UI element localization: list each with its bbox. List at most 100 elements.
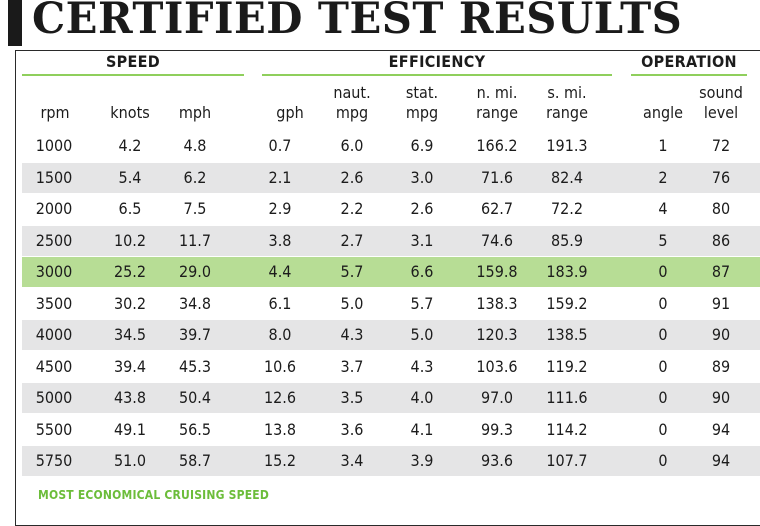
cell-nmi-range: 74.6: [480, 231, 514, 250]
cell-rpm: 4500: [35, 357, 73, 376]
cell-sound-level: 94: [711, 451, 731, 470]
col-header-sound-level-line1: sound: [699, 83, 743, 102]
cell-knots: 51.0: [113, 451, 147, 470]
cell-mph: 6.2: [183, 168, 207, 187]
cell-nmi-range: 93.6: [480, 451, 514, 470]
cell-smi-range: 82.4: [550, 168, 584, 187]
col-header-angle: angle: [643, 103, 683, 122]
cell-smi-range: 72.2: [550, 199, 584, 218]
cell-knots: 10.2: [113, 231, 147, 250]
col-header-naut-mpg-line1: naut.: [333, 83, 371, 102]
cell-angle: 0: [658, 388, 668, 407]
cell-mph: 29.0: [178, 262, 212, 281]
cell-gph: 10.6: [263, 357, 297, 376]
cell-smi-range: 85.9: [550, 231, 584, 250]
group-header-speed: SPEED: [22, 52, 244, 76]
col-header-smi-range-line1: s. mi.: [547, 83, 587, 102]
cell-sound-level: 72: [711, 136, 731, 155]
table-row-5500: 5500 49.1 56.5 13.8 3.6 4.1 99.3 114.2 0…: [22, 415, 760, 445]
cell-knots: 25.2: [113, 262, 147, 281]
table-row-2500: 2500 10.2 11.7 3.8 2.7 3.1 74.6 85.9 5 8…: [22, 226, 760, 256]
col-header-smi-range-line2: range: [546, 103, 588, 122]
cell-knots: 34.5: [113, 325, 147, 344]
cell-mph: 39.7: [178, 325, 212, 344]
cell-smi-range: 138.5: [546, 325, 588, 344]
cell-smi-range: 114.2: [546, 420, 588, 439]
cell-naut-mpg: 5.7: [340, 262, 364, 281]
cell-rpm: 5000: [35, 388, 73, 407]
cell-angle: 0: [658, 325, 668, 344]
cell-gph: 12.6: [263, 388, 297, 407]
cell-knots: 5.4: [118, 168, 142, 187]
cell-mph: 45.3: [178, 357, 212, 376]
col-header-naut-mpg: naut. mpg: [322, 84, 382, 121]
cell-sound-level: 76: [711, 168, 731, 187]
cell-gph: 2.1: [268, 168, 292, 187]
col-header-smi-range: s. mi. range: [534, 84, 600, 121]
table-row-1000: 1000 4.2 4.8 0.7 6.0 6.9 166.2 191.3 1 7…: [22, 131, 760, 161]
cell-stat-mpg: 6.9: [410, 136, 434, 155]
cell-nmi-range: 138.3: [476, 294, 518, 313]
cell-knots: 39.4: [113, 357, 147, 376]
table-row-1500: 1500 5.4 6.2 2.1 2.6 3.0 71.6 82.4 2 76: [22, 163, 760, 193]
cell-nmi-range: 103.6: [476, 357, 518, 376]
cell-rpm: 3500: [35, 294, 73, 313]
cell-sound-level: 90: [711, 325, 731, 344]
cell-nmi-range: 71.6: [480, 168, 514, 187]
table-row-3000-economical: 3000 25.2 29.0 4.4 5.7 6.6 159.8 183.9 0…: [22, 257, 760, 287]
cell-smi-range: 107.7: [546, 451, 588, 470]
cell-stat-mpg: 3.0: [410, 168, 434, 187]
cell-naut-mpg: 3.7: [340, 357, 364, 376]
cell-angle: 0: [658, 420, 668, 439]
cell-gph: 4.4: [268, 262, 292, 281]
cell-naut-mpg: 3.4: [340, 451, 364, 470]
cell-nmi-range: 62.7: [480, 199, 514, 218]
cell-gph: 0.7: [268, 136, 292, 155]
cell-mph: 56.5: [178, 420, 212, 439]
col-header-stat-mpg: stat. mpg: [392, 84, 452, 121]
cell-naut-mpg: 2.6: [340, 168, 364, 187]
cell-gph: 3.8: [268, 231, 292, 250]
cell-gph: 8.0: [268, 325, 292, 344]
cell-knots: 43.8: [113, 388, 147, 407]
cell-rpm: 3000: [35, 262, 73, 281]
cell-naut-mpg: 5.0: [340, 294, 364, 313]
cell-stat-mpg: 6.6: [410, 262, 434, 281]
cell-sound-level: 80: [711, 199, 731, 218]
cell-stat-mpg: 4.3: [410, 357, 434, 376]
cell-stat-mpg: 5.7: [410, 294, 434, 313]
col-header-nmi-range-line2: range: [476, 103, 518, 122]
cell-nmi-range: 99.3: [480, 420, 514, 439]
cell-naut-mpg: 2.2: [340, 199, 364, 218]
cell-rpm: 5750: [35, 451, 73, 470]
cell-naut-mpg: 6.0: [340, 136, 364, 155]
cell-knots: 49.1: [113, 420, 147, 439]
cell-angle: 0: [658, 451, 668, 470]
cell-stat-mpg: 5.0: [410, 325, 434, 344]
cell-rpm: 1000: [35, 136, 73, 155]
cell-sound-level: 87: [711, 262, 731, 281]
cell-mph: 11.7: [178, 231, 212, 250]
cell-angle: 4: [658, 199, 668, 218]
group-header-efficiency: EFFICIENCY: [262, 52, 612, 76]
cell-stat-mpg: 4.0: [410, 388, 434, 407]
cell-gph: 13.8: [263, 420, 297, 439]
cell-mph: 58.7: [178, 451, 212, 470]
table-row-5750: 5750 51.0 58.7 15.2 3.4 3.9 93.6 107.7 0…: [22, 446, 760, 476]
cell-smi-range: 191.3: [546, 136, 588, 155]
cell-angle: 0: [658, 294, 668, 313]
page-title: CERTIFIED TEST RESULTS: [32, 0, 683, 44]
cell-angle: 5: [658, 231, 668, 250]
cell-knots: 4.2: [118, 136, 142, 155]
cell-knots: 30.2: [113, 294, 147, 313]
cell-smi-range: 119.2: [546, 357, 588, 376]
cell-gph: 15.2: [263, 451, 297, 470]
cell-nmi-range: 166.2: [476, 136, 518, 155]
group-header-operation: OPERATION: [631, 52, 747, 76]
title-accent-bar: [8, 0, 22, 46]
footnote-economical-speed: MOST ECONOMICAL CRUISING SPEED: [38, 488, 270, 502]
cell-stat-mpg: 2.6: [410, 199, 434, 218]
cell-sound-level: 90: [711, 388, 731, 407]
cell-knots: 6.5: [118, 199, 142, 218]
table-row-3500: 3500 30.2 34.8 6.1 5.0 5.7 138.3 159.2 0…: [22, 289, 760, 319]
